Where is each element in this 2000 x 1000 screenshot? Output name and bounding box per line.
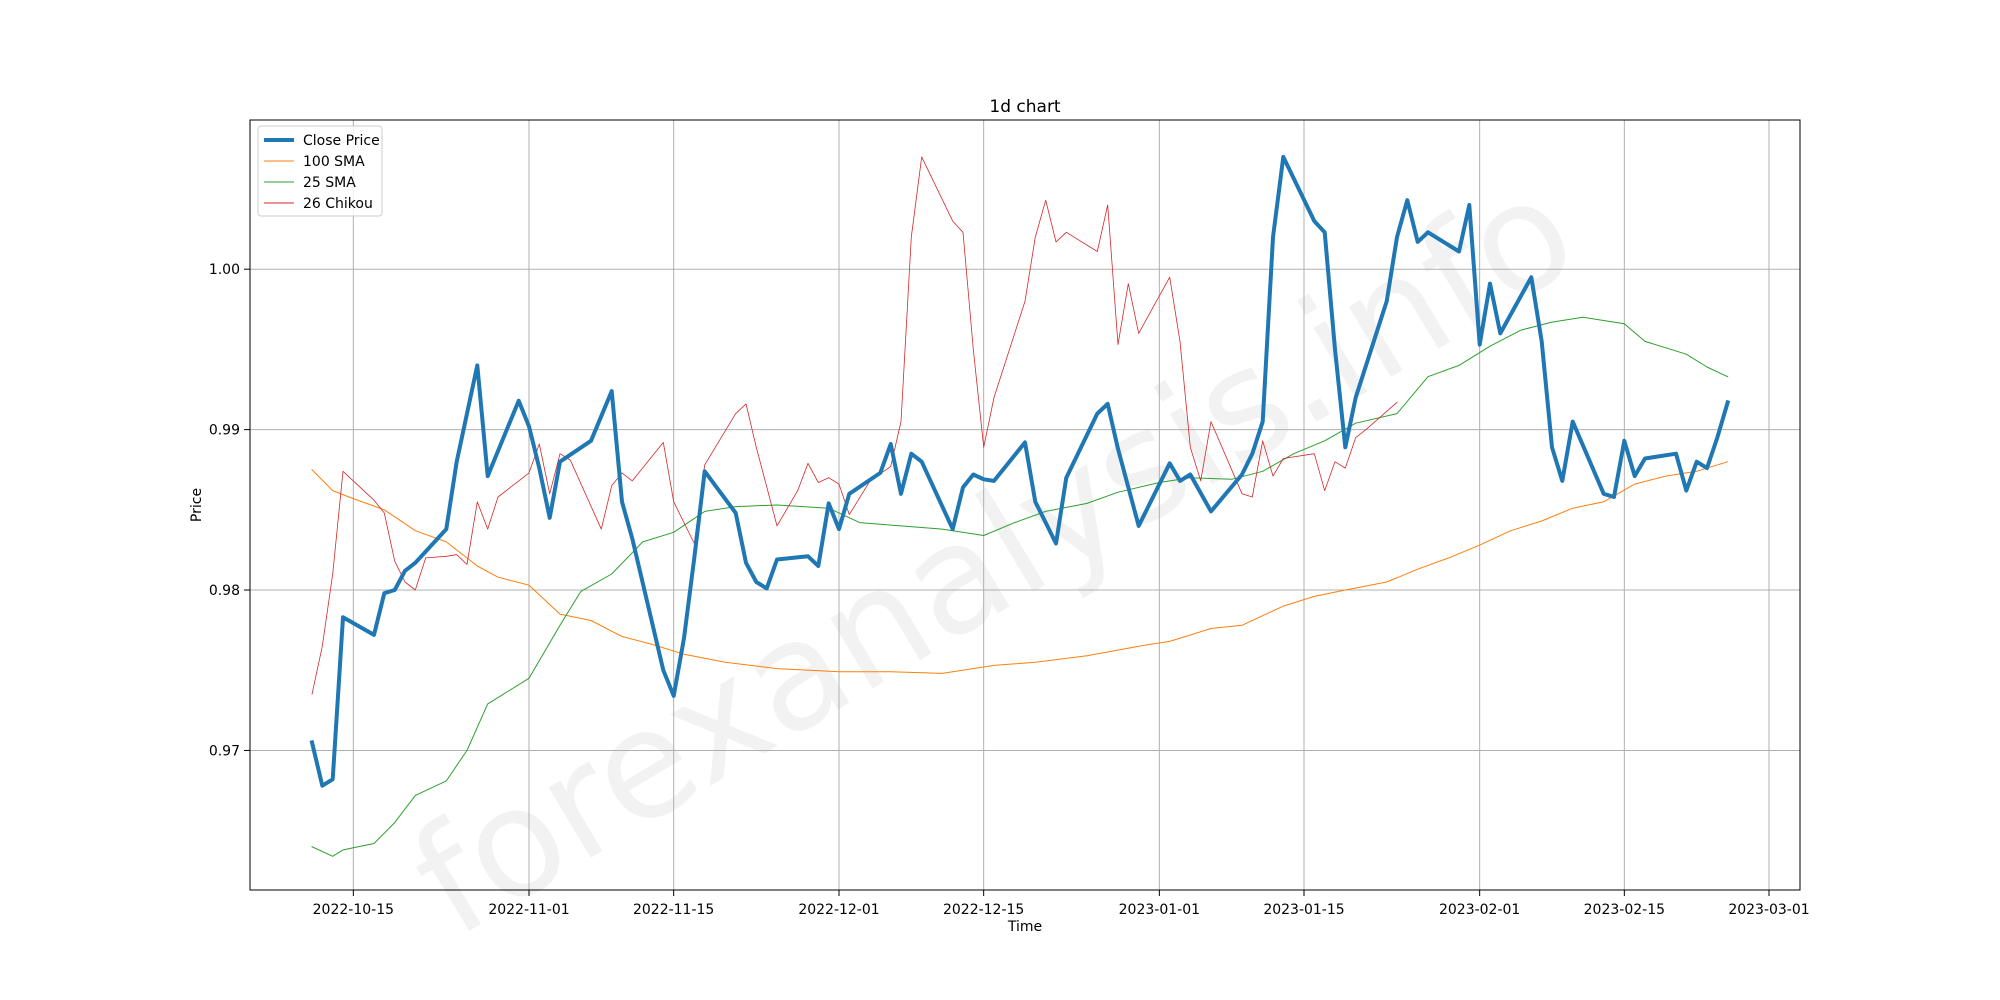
x-tick-label: 2022-10-15 bbox=[313, 902, 394, 918]
chart-title: 1d chart bbox=[989, 97, 1061, 117]
legend-label-25-sma: 25 SMA bbox=[303, 175, 356, 191]
y-tick-label: 0.99 bbox=[209, 423, 240, 439]
series-line-26-chikou bbox=[311, 156, 1398, 695]
legend-label-100-sma: 100 SMA bbox=[303, 154, 365, 170]
y-tick-label: 0.97 bbox=[209, 743, 240, 759]
series-line-close-price bbox=[309, 154, 1731, 788]
y-axis-label: Price bbox=[189, 488, 205, 522]
plot-frame bbox=[249, 119, 1801, 891]
legend-box bbox=[257, 125, 383, 217]
legend-label-close-price: Close Price bbox=[303, 133, 380, 149]
y-axis: 0.97 0.98 0.99 1.00 bbox=[209, 262, 250, 759]
x-axis: 2022-10-15 2022-11-01 2022-11-15 2022-12-01… bbox=[313, 890, 1810, 918]
x-tick-label: 2022-11-15 bbox=[633, 902, 714, 918]
x-axis-label: Time bbox=[1007, 919, 1042, 935]
legend: Close Price 100 SMA 25 SMA 26 Chikou bbox=[257, 125, 383, 217]
x-tick-label: 2023-02-15 bbox=[1584, 902, 1665, 918]
series-line-100-sma bbox=[311, 461, 1729, 674]
x-tick-label: 2023-02-01 bbox=[1439, 902, 1520, 918]
grid-lines bbox=[250, 120, 1800, 890]
x-tick-label: 2022-12-15 bbox=[943, 902, 1024, 918]
x-tick-label: 2023-01-15 bbox=[1263, 902, 1344, 918]
x-tick-label: 2022-12-01 bbox=[798, 902, 879, 918]
series-layer bbox=[309, 154, 1731, 857]
x-tick-label: 2023-03-01 bbox=[1728, 902, 1809, 918]
series-line-25-sma bbox=[311, 316, 1729, 857]
y-tick-label: 1.00 bbox=[209, 262, 240, 278]
y-tick-label: 0.98 bbox=[209, 583, 240, 599]
legend-label-26-chikou: 26 Chikou bbox=[303, 196, 373, 212]
x-tick-label: 2022-11-01 bbox=[488, 902, 569, 918]
x-tick-label: 2023-01-01 bbox=[1119, 902, 1200, 918]
watermark-text: forexanalysis.info bbox=[384, 142, 1603, 970]
